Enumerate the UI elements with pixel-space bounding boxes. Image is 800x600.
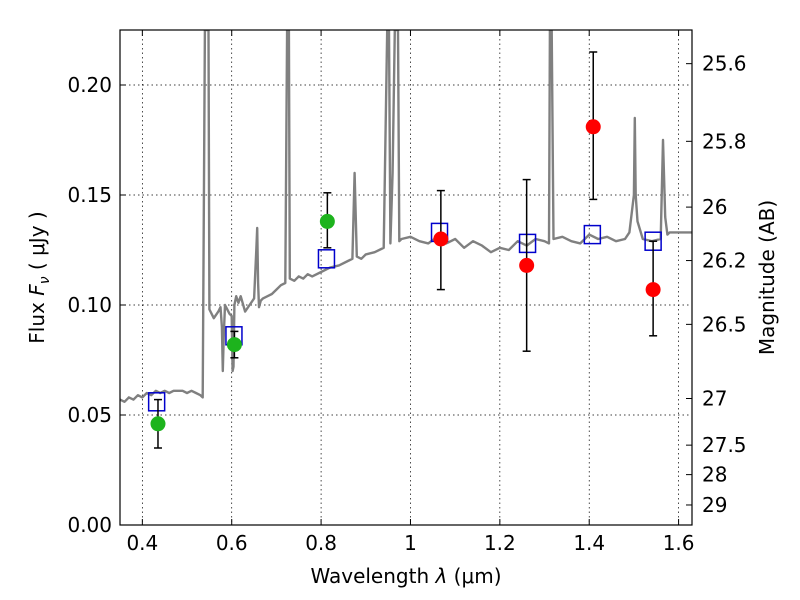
right-tick-label: 29: [702, 493, 727, 517]
axis-ticks: 0.4 0.6 0.8 1 1.2 1.4 1.6 0.00 0.05 0.10 0.15 0.20 2…: [67, 30, 747, 555]
y-axis-label-subscript: ν: [37, 276, 53, 284]
right-tick-label: 27.5: [702, 433, 747, 457]
x-axis-label: Wavelength λ (μm): [310, 564, 501, 588]
y-axis-label-symbol: F: [25, 284, 49, 296]
x-axis-label-symbol: λ: [434, 564, 447, 588]
x-tick-label: 0.4: [126, 531, 158, 555]
right-tick-label: 25.8: [702, 129, 747, 153]
template-spectrum: [120, 30, 692, 403]
observed-point: [150, 416, 166, 432]
y-axis-label-suffix: ( μJy ): [25, 211, 49, 276]
y-axis-label-prefix: Flux: [25, 296, 49, 344]
x-axis-label-prefix: Wavelength: [310, 564, 435, 588]
x-axis-label-suffix: (μm): [447, 564, 501, 588]
observed-point: [319, 213, 335, 229]
right-axis-label: Magnitude (AB): [755, 200, 779, 355]
model-photometry: [147, 222, 662, 412]
observed-point: [433, 231, 449, 247]
plot-frame: [119, 29, 693, 526]
y-tick-label: 0.15: [67, 183, 112, 207]
x-tick-label: 1.6: [663, 531, 695, 555]
spectrum-line: [120, 30, 692, 403]
right-tick-label: 25.6: [702, 52, 747, 76]
right-tick-label: 26.5: [702, 312, 747, 336]
y-axis-label: Flux Fν ( μJy ): [25, 211, 53, 343]
error-bars: [153, 51, 658, 449]
y-tick-label: 0.00: [67, 513, 112, 537]
model-square-marker: [317, 249, 336, 269]
y-tick-label: 0.05: [67, 403, 112, 427]
observed-point: [519, 257, 535, 273]
right-tick-label: 26.2: [702, 249, 747, 273]
x-tick-label: 1.4: [573, 531, 605, 555]
x-tick-label: 1: [404, 531, 417, 555]
y-tick-label: 0.20: [67, 73, 112, 97]
model-square-marker: [147, 392, 166, 412]
grid: [120, 30, 692, 526]
x-tick-label: 0.6: [216, 531, 248, 555]
right-tick-label: 27: [702, 387, 727, 411]
right-tick-label: 28: [702, 463, 727, 487]
y-tick-label: 0.10: [67, 293, 112, 317]
observed-point: [226, 337, 242, 353]
right-tick-label: 26: [702, 195, 727, 219]
observed-points: [150, 119, 661, 432]
x-tick-label: 1.2: [484, 531, 516, 555]
observed-point: [645, 282, 661, 298]
observed-point: [585, 119, 601, 135]
model-square-marker: [583, 224, 602, 245]
x-tick-label: 0.8: [305, 531, 337, 555]
model-square-marker: [518, 233, 537, 254]
